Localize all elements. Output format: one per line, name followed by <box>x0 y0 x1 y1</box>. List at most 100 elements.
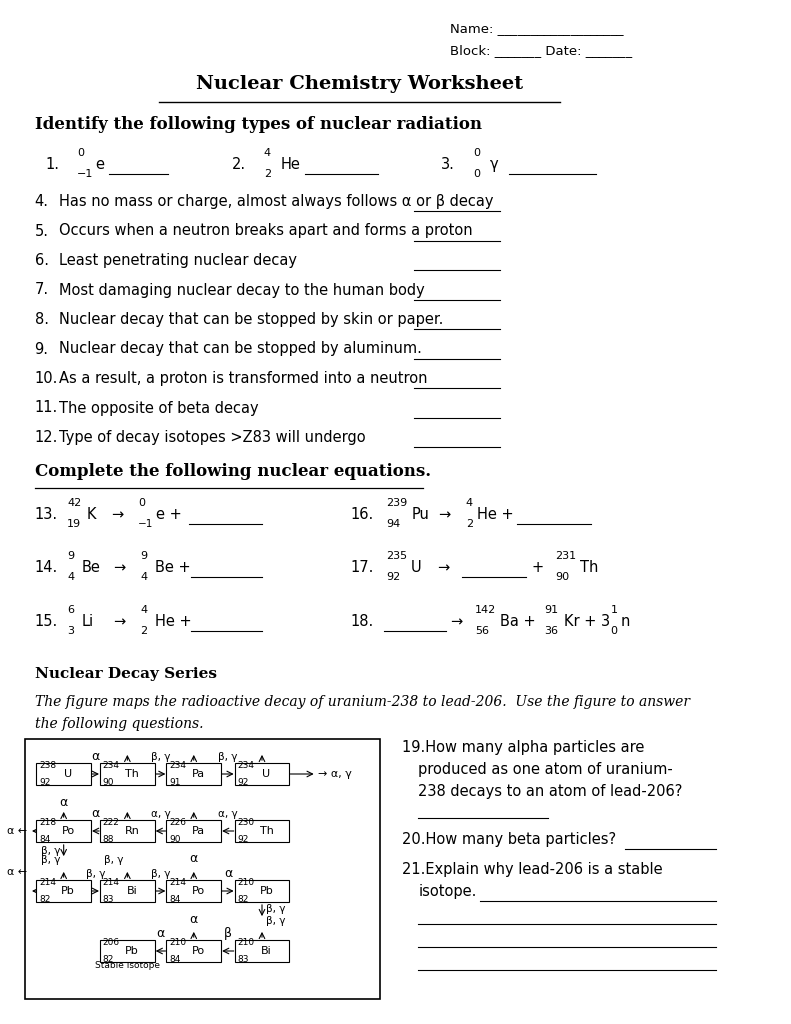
Text: 4: 4 <box>264 148 271 158</box>
Text: 12.: 12. <box>35 430 58 445</box>
Text: 2: 2 <box>466 519 473 529</box>
Text: → α, γ: → α, γ <box>319 769 352 779</box>
Text: 238 decays to an atom of lead-206?: 238 decays to an atom of lead-206? <box>418 784 683 799</box>
Text: 82: 82 <box>237 895 249 904</box>
Text: β, γ: β, γ <box>40 855 60 865</box>
Text: 6.: 6. <box>35 253 48 268</box>
Text: 16.: 16. <box>350 507 373 522</box>
Bar <box>100 940 155 962</box>
Text: Kr + 3: Kr + 3 <box>564 614 610 629</box>
Text: 91: 91 <box>544 605 558 615</box>
Text: α ←: α ← <box>7 826 28 836</box>
Text: Occurs when a neutron breaks apart and forms a proton: Occurs when a neutron breaks apart and f… <box>59 223 473 239</box>
Text: e +: e + <box>157 507 182 522</box>
Text: Block: _______ Date: _______: Block: _______ Date: _______ <box>450 44 633 57</box>
Text: e: e <box>96 157 104 172</box>
Text: 92: 92 <box>237 778 249 787</box>
Text: −1: −1 <box>138 519 153 529</box>
Text: 239: 239 <box>387 498 408 508</box>
Text: 9: 9 <box>140 551 147 561</box>
Text: 0: 0 <box>138 498 146 508</box>
Text: 83: 83 <box>103 895 114 904</box>
Text: α ←: α ← <box>7 867 28 877</box>
Text: 83: 83 <box>237 955 249 964</box>
Text: 4: 4 <box>140 605 147 615</box>
Text: β: β <box>224 927 232 940</box>
Text: Li: Li <box>82 614 94 629</box>
Text: →: → <box>450 614 463 629</box>
Text: 15.: 15. <box>35 614 58 629</box>
Text: The opposite of beta decay: The opposite of beta decay <box>59 400 259 416</box>
Text: 42: 42 <box>67 498 81 508</box>
Text: 9: 9 <box>67 551 74 561</box>
Text: 4: 4 <box>67 572 74 582</box>
Bar <box>100 820 155 842</box>
Text: Pa: Pa <box>191 769 205 779</box>
Text: 4: 4 <box>466 498 473 508</box>
Text: β, γ: β, γ <box>40 846 60 856</box>
Text: Th: Th <box>125 769 139 779</box>
Text: Be: Be <box>82 560 100 575</box>
Text: 1.: 1. <box>46 157 59 172</box>
Text: α: α <box>92 807 100 820</box>
Text: 0: 0 <box>473 148 480 158</box>
Text: Stable Isotope: Stable Isotope <box>95 961 160 970</box>
Text: β, γ: β, γ <box>266 916 285 926</box>
Text: 0: 0 <box>78 148 85 158</box>
Text: Rn: Rn <box>124 826 139 836</box>
Text: 235: 235 <box>387 551 407 561</box>
Text: Nuclear decay that can be stopped by skin or paper.: Nuclear decay that can be stopped by ski… <box>59 312 444 327</box>
Text: the following questions.: the following questions. <box>35 717 203 731</box>
Text: Nuclear Decay Series: Nuclear Decay Series <box>35 667 217 681</box>
Text: α, γ: α, γ <box>151 809 170 819</box>
Text: Po: Po <box>191 946 205 956</box>
Text: β, γ: β, γ <box>85 869 105 879</box>
Text: α: α <box>224 867 232 880</box>
Text: 3.: 3. <box>441 157 455 172</box>
Text: 3: 3 <box>67 626 74 636</box>
Text: K: K <box>86 507 96 522</box>
Bar <box>235 880 290 902</box>
Text: 8.: 8. <box>35 312 48 327</box>
Text: He +: He + <box>477 507 513 522</box>
Text: 90: 90 <box>103 778 114 787</box>
Text: Identify the following types of nuclear radiation: Identify the following types of nuclear … <box>35 116 482 133</box>
Text: 19.How many alpha particles are: 19.How many alpha particles are <box>402 740 645 755</box>
Text: Pb: Pb <box>259 886 274 896</box>
Text: 7.: 7. <box>35 283 49 298</box>
Text: 214: 214 <box>103 878 119 887</box>
Bar <box>25 739 380 999</box>
Text: Type of decay isotopes >Z83 will undergo: Type of decay isotopes >Z83 will undergo <box>59 430 365 445</box>
Text: 234: 234 <box>237 761 255 770</box>
Text: 21.Explain why lead-206 is a stable: 21.Explain why lead-206 is a stable <box>402 862 663 877</box>
Text: 2.: 2. <box>232 157 246 172</box>
Text: 238: 238 <box>39 761 56 770</box>
Text: γ: γ <box>490 157 498 172</box>
Text: produced as one atom of uranium-: produced as one atom of uranium- <box>418 762 673 777</box>
Text: Pu: Pu <box>411 507 429 522</box>
Text: 230: 230 <box>237 818 255 827</box>
Text: 84: 84 <box>39 835 51 844</box>
Text: 17.: 17. <box>350 560 373 575</box>
Text: 11.: 11. <box>35 400 58 416</box>
Text: 234: 234 <box>169 761 186 770</box>
Text: α: α <box>157 927 165 940</box>
Text: 210: 210 <box>237 878 255 887</box>
Text: Nuclear Chemistry Worksheet: Nuclear Chemistry Worksheet <box>196 75 524 93</box>
Text: 84: 84 <box>169 895 180 904</box>
Text: 231: 231 <box>555 551 576 561</box>
Text: 82: 82 <box>103 955 114 964</box>
Text: β, γ: β, γ <box>218 752 237 762</box>
Text: U: U <box>64 769 72 779</box>
Text: →: → <box>111 507 123 522</box>
Text: 91: 91 <box>169 778 180 787</box>
Text: 4.: 4. <box>35 194 48 209</box>
Bar <box>166 880 221 902</box>
Text: 234: 234 <box>103 761 119 770</box>
Text: 214: 214 <box>39 878 56 887</box>
Text: U: U <box>263 769 271 779</box>
Text: 2: 2 <box>140 626 147 636</box>
Text: 19: 19 <box>67 519 81 529</box>
Text: 84: 84 <box>169 955 180 964</box>
Text: →: → <box>438 507 451 522</box>
